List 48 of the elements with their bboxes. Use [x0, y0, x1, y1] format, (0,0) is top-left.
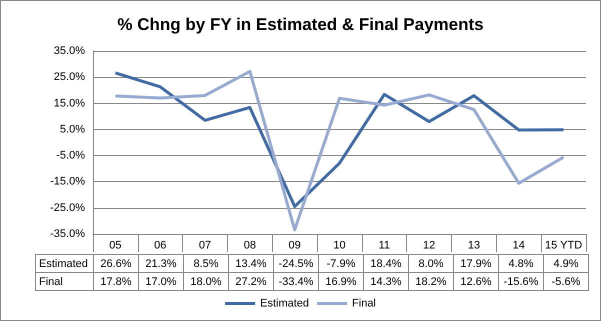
- x-tick-label: 08: [244, 240, 256, 252]
- y-tick-label: -25.0%: [50, 202, 86, 214]
- x-tick-label: 06: [154, 240, 166, 252]
- data-label: 13.4%: [228, 254, 274, 272]
- data-label: 17.8%: [94, 272, 138, 290]
- data-label: 18.2%: [408, 272, 454, 290]
- data-label: 27.2%: [228, 272, 274, 290]
- y-tick-label: 35.0%: [54, 45, 86, 57]
- data-label: -15.6%: [498, 272, 544, 290]
- data-label: 26.6%: [94, 254, 138, 272]
- x-tick-label: 11: [378, 240, 390, 252]
- x-tick-label: 10: [333, 240, 346, 252]
- data-label: -33.4%: [274, 272, 318, 290]
- y-tick-label: -35.0%: [50, 228, 86, 240]
- data-label: 16.9%: [318, 272, 364, 290]
- y-tick-label: 5.0%: [60, 123, 86, 136]
- text: Estimated: [39, 258, 88, 270]
- legend-label: Final: [352, 298, 376, 310]
- data-label: 8.5%: [184, 254, 228, 272]
- data-label: -24.5%: [274, 254, 318, 272]
- data-label: -5.6%: [544, 272, 588, 290]
- data-label: 21.3%: [138, 254, 184, 272]
- x-tick-label: 13: [468, 240, 480, 252]
- x-tick-label: 15 YTD: [545, 240, 582, 252]
- data-label: 4.8%: [498, 254, 544, 272]
- y-tick-label: -5.0%: [56, 150, 86, 162]
- data-label: 4.9%: [544, 254, 588, 272]
- data-label: 18.0%: [184, 272, 228, 290]
- x-tick-label: 12: [423, 240, 436, 252]
- line-series: [114, 70, 566, 232]
- data-label: -7.9%: [318, 254, 364, 272]
- data-label: 8.0%: [408, 254, 454, 272]
- x-tick-label: 09: [288, 240, 301, 252]
- line-series: [114, 71, 566, 208]
- y-tick-label: 15.0%: [54, 97, 86, 110]
- y-tick-label: -15.0%: [50, 176, 86, 188]
- data-label: 18.4%: [364, 254, 408, 272]
- data-label: 17.0%: [138, 272, 184, 290]
- data-label: 17.9%: [454, 254, 498, 272]
- y-tick-label: 25.0%: [54, 71, 86, 84]
- data-label: 14.3%: [364, 272, 408, 290]
- data-label: 12.6%: [454, 272, 498, 290]
- chart-title: % Chng by FY in Estimated & Final Payments: [117, 15, 484, 34]
- x-tick-label: 14: [512, 240, 525, 252]
- text: Final: [39, 276, 63, 288]
- x-tick-label: 07: [198, 240, 212, 252]
- legend-label: Estimated: [260, 298, 310, 310]
- x-tick-label: 05: [109, 240, 122, 252]
